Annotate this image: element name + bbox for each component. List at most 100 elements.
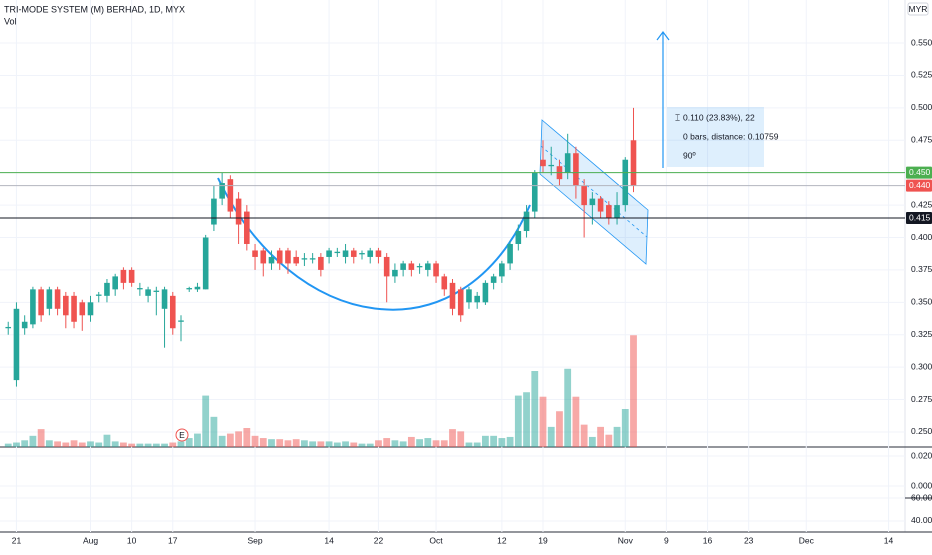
candle-body [194,286,201,290]
candle-body [46,289,53,309]
price-label: 0.440 [909,180,931,190]
candle-body [507,243,513,264]
volume-bar [128,443,136,447]
volume-bar [366,443,374,447]
candle-body [309,258,316,260]
candle-body [5,326,12,329]
cup-curve [217,177,531,311]
volume-bar [194,433,201,447]
candle-body [433,263,439,277]
volume-label: Vol [4,16,17,26]
candle-body [13,308,20,381]
currency: MYR [909,4,928,14]
candle-body [630,140,637,186]
candle-body [87,302,94,316]
price-label: 0.450 [909,167,931,177]
volume-bar [136,443,144,447]
y-tick-label: 0.425 [911,199,932,209]
volume-bar [572,396,580,447]
y-tick-label: 0.275 [911,394,932,404]
volume-bar [202,395,210,447]
x-tick-label: Aug [83,535,98,545]
candle-body [285,250,291,264]
volume-bar [177,441,185,447]
volume-bar [103,434,111,447]
volume-bar [588,436,596,447]
arrow-head [656,31,670,41]
candle-body [523,211,530,232]
volume-bar [407,436,415,447]
candle-body [235,198,242,225]
candle-body [342,250,349,257]
candles [5,107,637,387]
x-tick-label: 23 [744,535,754,545]
candle-body [367,250,374,257]
candle-body [120,269,127,283]
x-tick-label: Dec [799,535,815,545]
price-label-bg [906,212,932,225]
y-tick-label: 0.550 [911,37,932,47]
volume-bar [375,440,382,447]
volume-bar [70,440,78,447]
volume-bar [309,441,317,447]
candle-body [153,290,160,292]
volume-bar [284,440,292,447]
overlay: 0.450 0.440 0.415 [0,166,932,225]
measure-text: 0 bars, distance: 0.10759 [683,131,779,141]
volume-bar [185,438,193,447]
volume-bar [45,440,53,447]
volume-bar [580,424,588,447]
volume-bar [317,441,325,447]
chart-title: TRI-MODE SYSTEM (M) BERHAD, 1D, MYX [4,4,185,14]
candle-body [540,159,546,167]
candle-body [614,205,620,219]
candle-body [573,153,579,186]
volume-bar [144,443,152,447]
candle-body [293,256,299,264]
volume-bar [383,438,391,447]
candle-body [219,183,225,199]
volume-bar [276,439,284,447]
candle-body [63,295,69,316]
volume-bar [564,368,572,447]
volume-bar [29,435,37,447]
candle-body [466,289,472,303]
volume-bar [539,396,547,447]
volume-bar [465,442,473,447]
candle-body [169,295,176,329]
volume-bar [62,442,70,447]
volume-bar [440,440,448,447]
volume-bar [514,395,522,447]
y-tick-label: 0.325 [911,329,932,339]
earnings-marker[interactable] [175,428,189,442]
volume-bar [226,433,234,447]
x-tick-label: Oct [429,535,443,545]
currency-box[interactable] [907,2,929,16]
volume-bar [243,428,251,447]
candle-body [425,263,431,270]
volume-bar [457,431,465,447]
y-tick-label: 0.250 [911,426,932,436]
candle-body [490,276,497,283]
volume-bar [605,434,613,447]
x-tick-label: 17 [168,535,178,545]
volume-bar [449,429,456,447]
y-tick-label: 0.000 [911,480,932,490]
candle-body [211,198,217,225]
volume-bar [251,435,259,447]
candle-body [441,276,448,290]
volume-bar [21,440,29,447]
y-tick-label: 0.500 [911,102,932,112]
volume-bar [333,442,341,447]
candle-body [359,253,365,255]
candle-body [137,288,143,290]
candle-body [597,198,604,212]
candle-body [334,251,341,254]
candle-body [581,185,587,206]
volume-bar [416,439,423,447]
x-tick-label: 21 [12,535,22,545]
candle-body [318,256,324,270]
y-tick-label: 0.475 [911,135,932,145]
channel-midline [540,145,648,238]
